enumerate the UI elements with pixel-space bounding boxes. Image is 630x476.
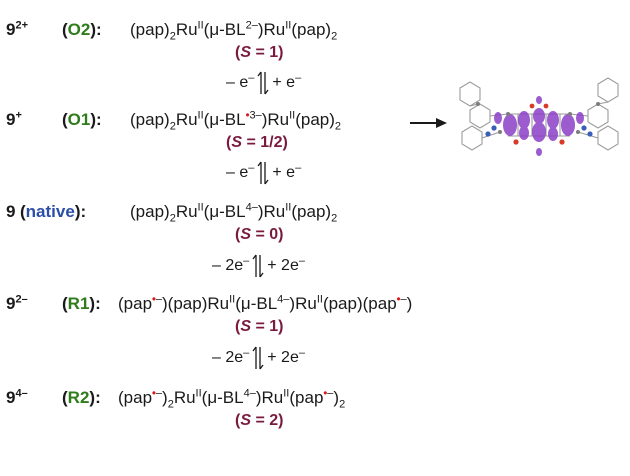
redox-step-4: – 2e– + 2e– [212,345,305,371]
spin-state-R1: (S = 1) [235,318,284,335]
equilibrium-arrows-icon [252,346,264,370]
right-arrow-icon [410,118,447,128]
redox-step-1: – e– + e– [226,70,301,96]
compound-label-9-4minus: 94– [6,387,28,407]
compound-label-9-native: 9 [6,202,16,221]
spin-density-plot-image [459,77,619,156]
spin-state-R2: (S = 2) [235,412,284,429]
state-label-O2: (O2): [62,20,102,39]
formula-O1: (pap)2RuII(μ-BL•3–)RuII(pap)2 [130,109,342,133]
formula-R1: (pap•–)(pap)RuII(μ-BL4–)RuII(pap)(pap•–) [118,293,413,313]
equilibrium-arrows-icon [257,161,269,185]
spin-state-native: (S = 0) [235,226,284,243]
compound-label-9-2plus: 92+ [6,19,29,39]
equilibrium-arrows-icon [252,254,264,278]
state-label-R2: (R2): [62,388,101,407]
state-label-O1: (O1): [62,110,102,129]
redox-step-2: – e– + e– [226,160,301,186]
spin-state-O1: (S = 1/2) [226,134,288,151]
state-label-R1: (R1): [62,294,101,313]
redox-step-3: – 2e– + 2e– [212,253,305,279]
formula-O2: (pap)2RuII(μ-BL2–)RuII(pap)2 [130,19,338,43]
equilibrium-arrows-icon [257,71,269,95]
formula-R2: (pap•–)2RuII(μ-BL4–)RuII(pap•–)2 [118,387,346,411]
compound-label-9-plus: 9+ [6,109,22,129]
spin-state-O2: (S = 1) [235,44,284,61]
state-label-native: (native): [20,202,87,221]
compound-label-9-2minus: 92– [6,293,28,313]
formula-native: (pap)2RuII(μ-BL4–)RuII(pap)2 [130,201,338,225]
